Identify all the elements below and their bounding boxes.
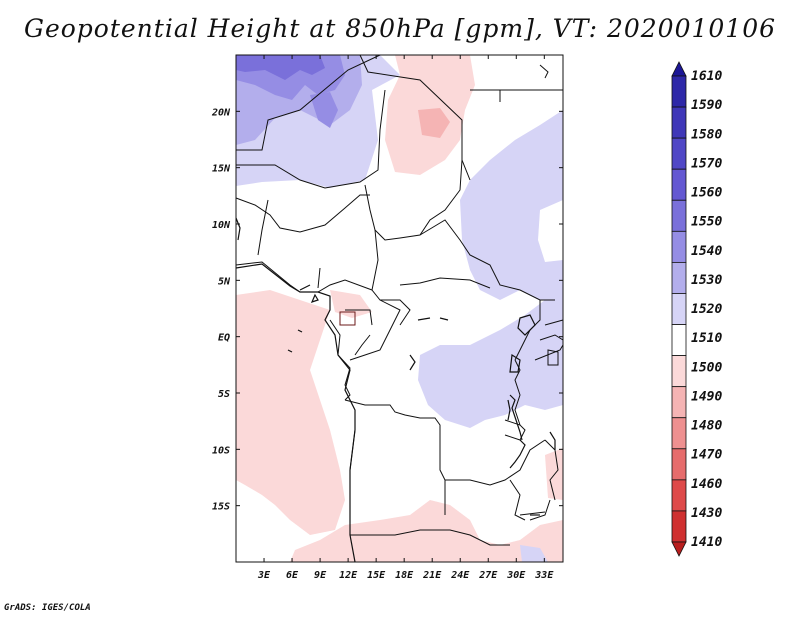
height-field bbox=[236, 55, 563, 562]
colorbar-swatch bbox=[671, 541, 687, 557]
colorbar-label: 1490 bbox=[691, 389, 722, 404]
colorbar-label: 1500 bbox=[691, 360, 722, 375]
colorbar-swatch bbox=[671, 106, 687, 139]
colorbar-label: 1460 bbox=[691, 477, 722, 492]
colorbar-label: 1610 bbox=[691, 69, 722, 84]
colorbar-swatch bbox=[671, 199, 687, 232]
coastline bbox=[235, 217, 556, 563]
colorbar-label: 1570 bbox=[691, 156, 722, 171]
lat-label: 20N bbox=[211, 107, 231, 118]
colorbar-label: 1410 bbox=[691, 535, 722, 550]
chart-title: Geopotential Height at 850hPa [gpm], VT:… bbox=[23, 14, 777, 43]
colorbar-swatch bbox=[671, 75, 687, 108]
colorbar-label: 1550 bbox=[691, 215, 722, 230]
colorbar-swatch bbox=[671, 510, 687, 543]
colorbar-label: 1530 bbox=[691, 273, 722, 288]
lat-label: 5N bbox=[218, 276, 231, 287]
lon-label: 9E bbox=[314, 570, 327, 581]
colorbar-swatch bbox=[671, 355, 687, 388]
credit-text: GrADS: IGES/COLA bbox=[4, 603, 91, 613]
colorbar-label: 1480 bbox=[691, 419, 722, 434]
colorbar-swatch bbox=[671, 230, 687, 263]
colorbar-swatch bbox=[671, 61, 687, 77]
colorbar-swatch bbox=[671, 137, 687, 170]
lon-label: 18E bbox=[395, 570, 414, 581]
colorbar-swatch bbox=[671, 417, 687, 450]
colorbar-swatch bbox=[671, 386, 687, 419]
longitude-labels: 3E 6E 9E 12E 15E 18E 21E 24E 27E 30E 33E bbox=[257, 570, 554, 581]
latitude-labels: 20N 15N 10N 5N EQ 5S 10S 15S bbox=[211, 107, 231, 512]
field-blue-northwest-darkest bbox=[236, 55, 325, 80]
colorbar-swatch bbox=[671, 324, 687, 356]
lat-label: 10S bbox=[212, 445, 230, 456]
lat-label: 10N bbox=[212, 220, 231, 231]
field-pink-west bbox=[236, 290, 345, 535]
colorbar-label: 1520 bbox=[691, 302, 722, 317]
colorbar-swatch bbox=[671, 293, 687, 325]
lon-label: 27E bbox=[478, 570, 498, 581]
colorbar-label: 1540 bbox=[691, 244, 722, 259]
colorbar-swatch bbox=[671, 448, 687, 481]
colorbar-label: 1430 bbox=[691, 506, 722, 521]
lon-label: 6E bbox=[286, 570, 299, 581]
colorbar-swatch bbox=[671, 261, 687, 294]
field-blue-central bbox=[418, 300, 563, 428]
lon-label: 15E bbox=[367, 570, 386, 581]
colorbar-label: 1580 bbox=[691, 127, 722, 142]
lon-label: 30E bbox=[506, 570, 526, 581]
map-frame bbox=[235, 54, 564, 563]
lat-label: 15S bbox=[212, 502, 230, 513]
colorbar-label: 1510 bbox=[691, 331, 722, 346]
colorbar-swatch bbox=[671, 479, 687, 512]
lon-label: 3E bbox=[257, 570, 271, 581]
lon-label: 24E bbox=[450, 570, 470, 581]
country-boundaries bbox=[235, 54, 564, 546]
field-pink-south bbox=[290, 500, 563, 562]
colorbar-label: 1590 bbox=[691, 98, 722, 113]
colorbar-swatch bbox=[671, 168, 687, 201]
lat-label: 15N bbox=[212, 164, 231, 175]
colorbar-label: 1470 bbox=[691, 448, 722, 463]
field-blue-east bbox=[460, 110, 563, 300]
lon-label: 12E bbox=[339, 570, 358, 581]
colorbar-label: 1560 bbox=[691, 186, 722, 201]
lat-label: 5S bbox=[218, 389, 230, 400]
colorbar: 1610 1590 1580 1570 1560 1550 1540 1530 1520 1510… bbox=[671, 61, 722, 557]
lat-label: EQ bbox=[218, 333, 230, 344]
lon-label: 21E bbox=[422, 570, 442, 581]
lon-label: 33E bbox=[534, 570, 554, 581]
